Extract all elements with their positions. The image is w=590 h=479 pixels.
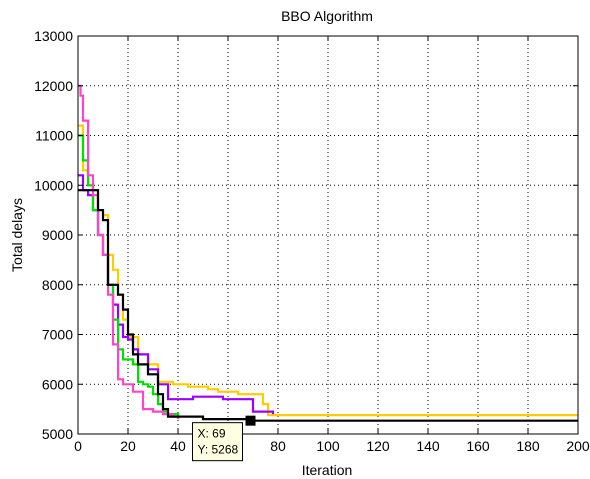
y-tick-label: 11000 bbox=[35, 128, 73, 144]
x-tick-label: 0 bbox=[74, 438, 82, 454]
x-tick-label: 200 bbox=[566, 438, 590, 454]
x-tick-label: 180 bbox=[516, 438, 540, 454]
x-tick-label: 120 bbox=[366, 438, 390, 454]
y-tick-label: 13000 bbox=[34, 28, 73, 44]
x-tick-label: 140 bbox=[416, 438, 440, 454]
datatip-marker[interactable] bbox=[245, 415, 256, 426]
y-tick-label: 8000 bbox=[42, 277, 73, 293]
datatip-box bbox=[192, 422, 243, 462]
y-tick-label: 9000 bbox=[42, 227, 73, 243]
x-axis-ticks: 020406080100120140160180200 bbox=[74, 36, 590, 454]
x-tick-label: 100 bbox=[316, 438, 340, 454]
y-tick-label: 6000 bbox=[42, 376, 73, 392]
series-line-3 bbox=[78, 134, 180, 417]
grid-lines bbox=[78, 36, 578, 434]
y-axis-title: Total delays bbox=[9, 198, 25, 272]
datatip-y-label: Y: 5268 bbox=[198, 443, 239, 457]
y-tick-label: 5000 bbox=[42, 426, 73, 442]
y-tick-label: 7000 bbox=[42, 327, 73, 343]
series-lines bbox=[78, 84, 578, 422]
series-line-5 bbox=[78, 189, 578, 422]
chart-title: BBO Algorithm bbox=[281, 8, 373, 24]
y-axis-ticks: 5000 6000 7000 8000 9000 10000 11000 12000 13000 bbox=[34, 28, 578, 442]
y-tick-label: 10000 bbox=[34, 177, 73, 193]
y-tick-label: 12000 bbox=[34, 78, 73, 94]
x-tick-label: 80 bbox=[270, 438, 286, 454]
x-tick-label: 160 bbox=[466, 438, 490, 454]
datatips: X: 69 Y: 5268 bbox=[192, 415, 256, 462]
datatip-x-label: X: 69 bbox=[198, 427, 226, 441]
series-line-4 bbox=[78, 84, 180, 420]
x-axis-title: Iteration bbox=[302, 462, 353, 478]
x-tick-label: 20 bbox=[120, 438, 136, 454]
x-tick-label: 40 bbox=[170, 438, 186, 454]
